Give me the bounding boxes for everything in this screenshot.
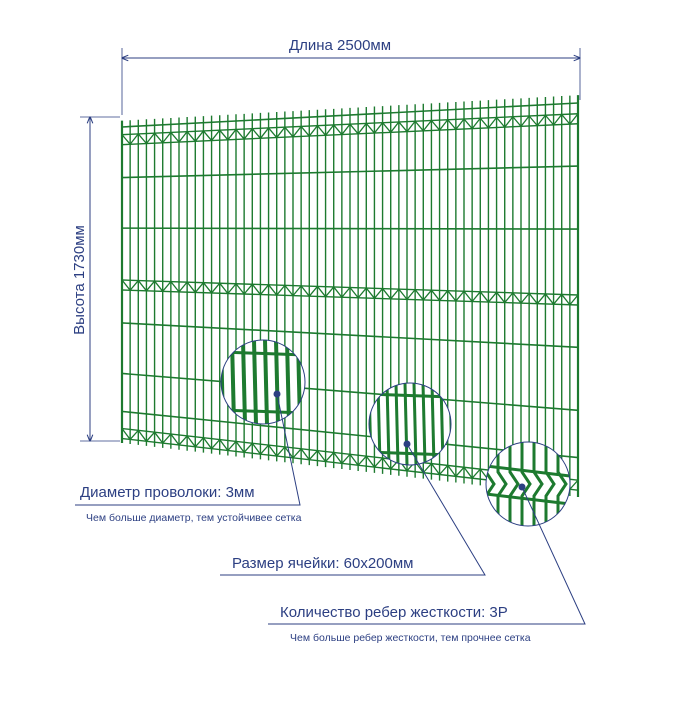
zoom-rib — [496, 442, 508, 526]
rib-wire — [121, 123, 579, 146]
zoom-rib — [556, 442, 568, 526]
zoom-rib — [544, 442, 556, 526]
magnifiers — [220, 339, 571, 527]
callout-note: Чем больше диаметр, тем устойчивее сетка — [86, 512, 302, 524]
leaders — [75, 393, 586, 625]
horizontal-wire — [121, 322, 579, 349]
fence-panel — [120, 95, 580, 497]
height-label: Высота 1730мм — [71, 225, 88, 335]
horizontal-wire — [121, 165, 579, 179]
callout-title: Количество ребер жесткости: 3Р — [280, 604, 508, 621]
zoom-wire — [369, 392, 451, 399]
zoom-rib — [520, 442, 532, 526]
rib-wire — [121, 113, 579, 136]
magnifier — [221, 340, 305, 424]
horizontal-wire — [121, 372, 579, 412]
magnifier-ring — [485, 441, 571, 527]
callout-title: Диаметр проволоки: 3мм — [80, 484, 255, 501]
zoom-rib — [532, 442, 544, 526]
zoom-rib — [508, 442, 520, 526]
rib-wire — [121, 289, 579, 306]
zoom-wire — [486, 464, 570, 478]
magnifier — [486, 442, 570, 526]
zoom-wire — [221, 350, 305, 357]
leader-dots — [273, 390, 526, 491]
callout-title: Размер ячейки: 60х200мм — [232, 555, 414, 572]
zoom-wire — [221, 408, 305, 415]
zoom-wire — [376, 383, 382, 465]
zoom-wire — [296, 340, 302, 424]
length-label: Длина 2500мм — [289, 37, 391, 54]
zoom-rib — [486, 442, 496, 526]
rib-wire — [121, 279, 579, 296]
horizontal-wire — [121, 410, 579, 459]
zoom-wire — [439, 383, 445, 465]
horizontal-wire — [121, 227, 579, 230]
magnifier-ring — [220, 339, 306, 425]
callout-note: Чем больше ребер жесткости, тем прочнее … — [290, 632, 531, 644]
horizontal-wire — [121, 102, 579, 128]
zoom-wire — [394, 383, 400, 465]
magnifier-bg — [486, 442, 570, 526]
magnifier-ring — [368, 382, 452, 466]
